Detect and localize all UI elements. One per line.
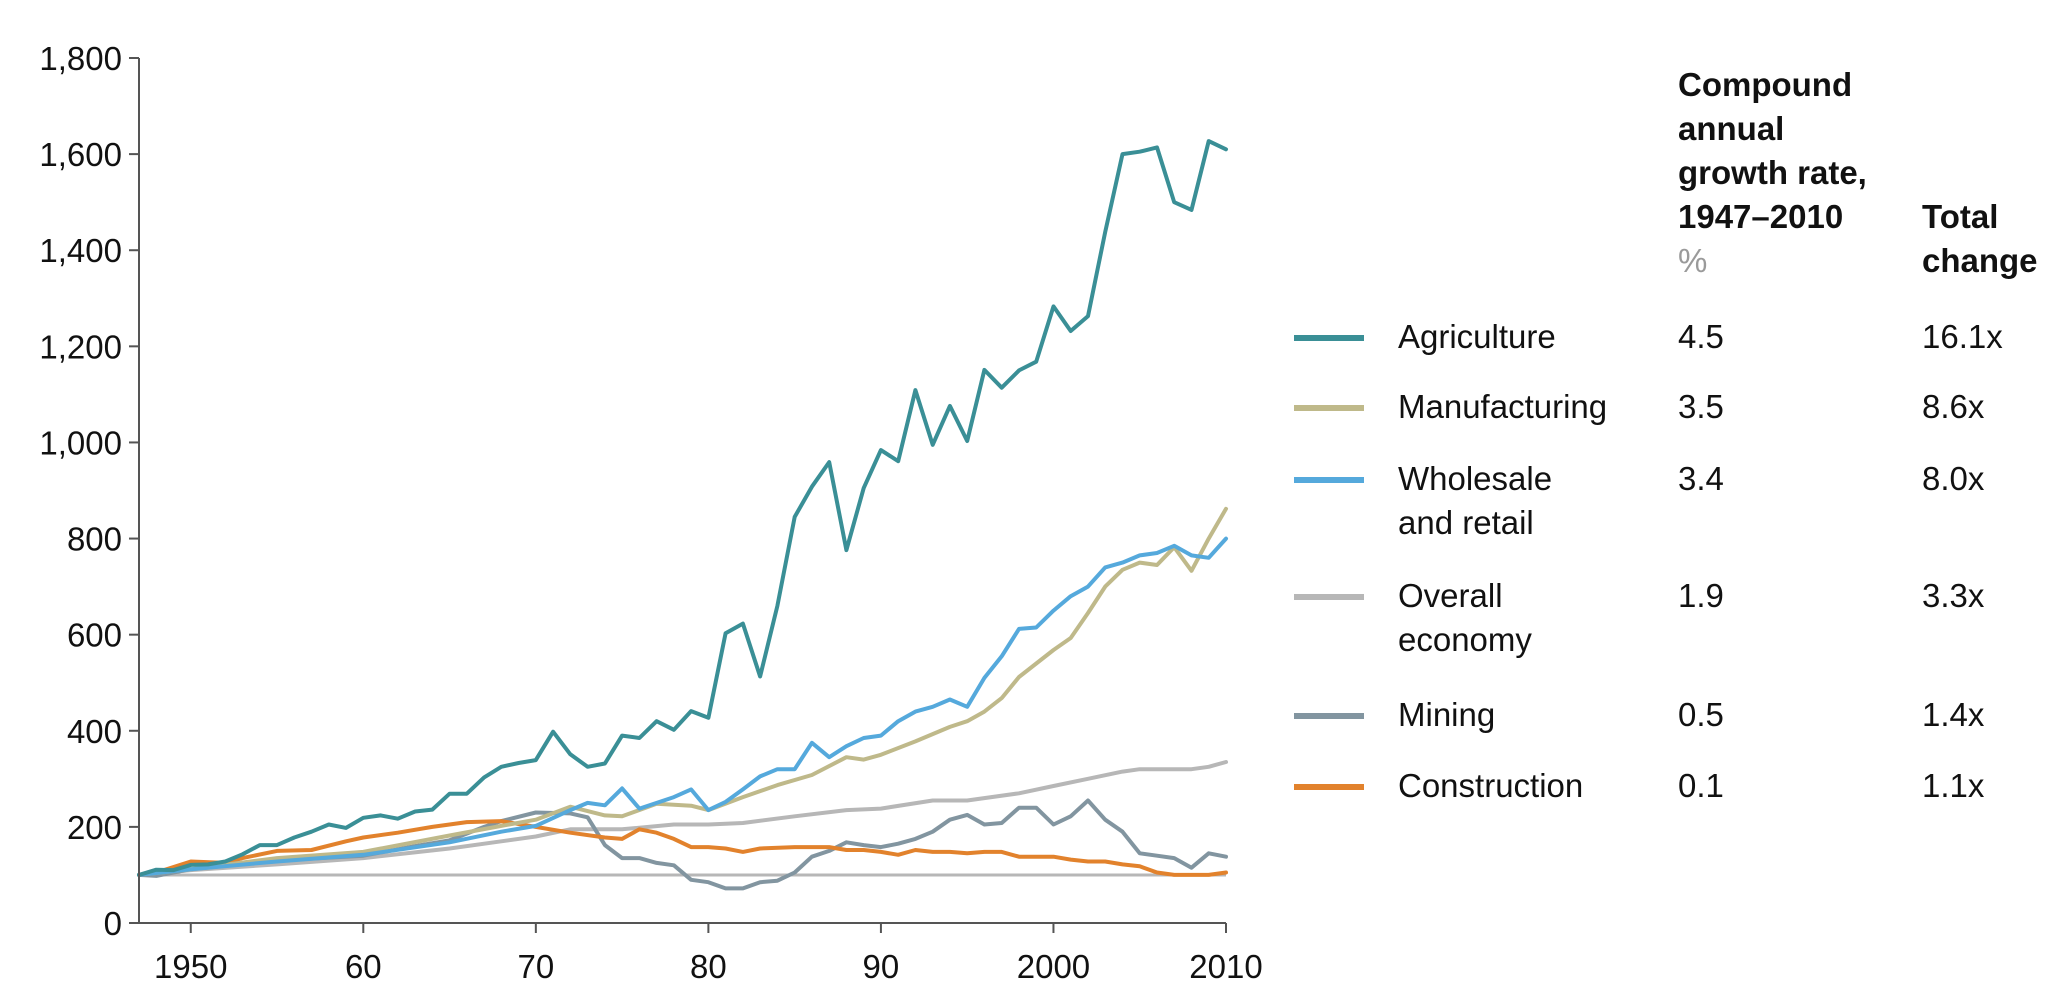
y-tick-label: 1,200 [39,328,122,365]
cagr-value-wholesale-and-retail: 3.4 [1678,460,1724,497]
plot-series [137,139,1228,891]
y-tick-label: 400 [67,713,122,750]
x-tick-label: 70 [517,948,554,985]
legend-label-wholesale-and-retail: and retail [1398,504,1534,541]
total-header-line-2: change [1922,242,2038,279]
legend-label-mining: Mining [1398,696,1495,733]
total-change-value-wholesale-and-retail: 8.0x [1922,460,1985,497]
total-change-value-mining: 1.4x [1922,696,1985,733]
x-tick-label: 80 [690,948,727,985]
cagr-header-line-2: annual [1678,110,1784,147]
series-line-overall-economy [137,760,1228,877]
cagr-header-line-3: growth rate, [1678,154,1867,191]
series-line-manufacturing [137,506,1228,877]
cagr-value-construction: 0.1 [1678,767,1724,804]
x-tick-label: 1950 [154,948,227,985]
y-tick-label: 600 [67,617,122,654]
y-tick-label: 0 [104,905,122,942]
legend-label-agriculture: Agriculture [1398,318,1556,355]
cagr-value-agriculture: 4.5 [1678,318,1724,355]
legend-label-manufacturing: Manufacturing [1398,388,1607,425]
cagr-value-manufacturing: 3.5 [1678,388,1724,425]
legend-label-construction: Construction [1398,767,1583,804]
cagr-header-line-4: 1947–2010 [1678,198,1843,235]
cagr-value-overall-economy: 1.9 [1678,577,1724,614]
y-tick-label: 200 [67,809,122,846]
total-change-value-overall-economy: 3.3x [1922,577,1985,614]
x-axis: 1950 60 70 80 90 2000 2010 [139,922,1263,985]
total-change-value-construction: 1.1x [1922,767,1985,804]
total-change-value-manufacturing: 8.6x [1922,388,1985,425]
x-tick-label: 90 [863,948,900,985]
total-change-header: Total change [1922,198,2038,279]
y-tick-label: 1,000 [39,424,122,461]
legend-label-overall-economy: Overall [1398,577,1503,614]
x-tick-label: 2010 [1189,948,1262,985]
legend-table: Compound annual growth rate, 1947–2010 %… [1294,66,2038,804]
x-tick-label: 60 [345,948,382,985]
legend-label-wholesale-and-retail: Wholesale [1398,460,1552,497]
y-tick-label: 1,600 [39,136,122,173]
x-tick-label: 2000 [1017,948,1090,985]
legend-label-overall-economy: economy [1398,621,1532,658]
cagr-value-mining: 0.5 [1678,696,1724,733]
total-header-line-1: Total [1922,198,1998,235]
y-axis: 0 200 400 600 800 1,000 1,200 1,400 1,600 1,800 [39,40,140,942]
series-line-construction [137,819,1228,877]
y-tick-label: 1,400 [39,232,122,269]
cagr-unit: % [1678,242,1707,279]
y-tick-label: 1,800 [39,40,122,77]
y-tick-label: 800 [67,521,122,558]
cagr-header: Compound annual growth rate, 1947–2010 [1678,66,1876,235]
cagr-header-line-1: Compound [1678,66,1852,103]
series-line-wholesale-and-retail [137,536,1228,877]
series-line-agriculture [137,139,1228,877]
total-change-value-agriculture: 16.1x [1922,318,2003,355]
